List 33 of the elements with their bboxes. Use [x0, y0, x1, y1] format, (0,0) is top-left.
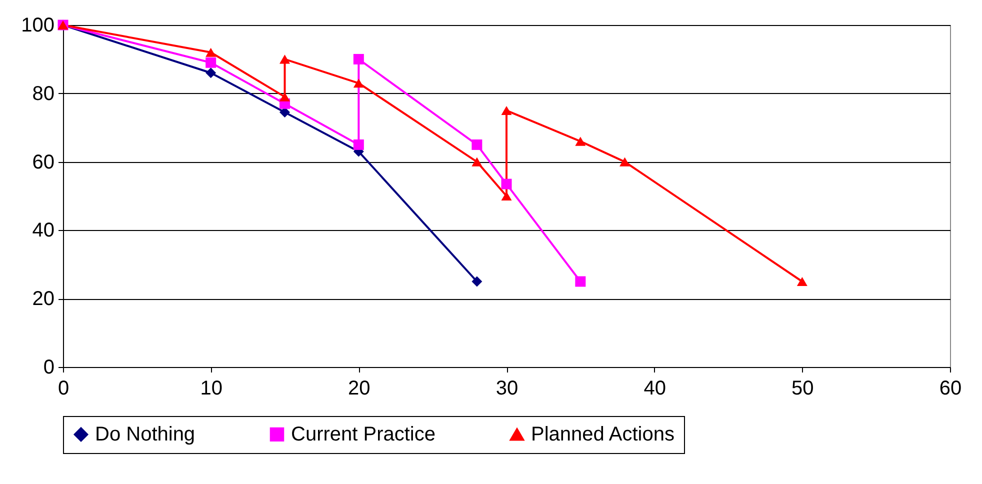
point	[620, 157, 630, 166]
y-tick-label: 60	[32, 151, 54, 174]
point	[472, 276, 482, 287]
point	[280, 92, 290, 102]
legend-label: Planned Actions	[531, 424, 674, 446]
x-tick-label: 10	[200, 378, 222, 400]
point	[206, 68, 216, 78]
point	[575, 136, 586, 146]
point	[353, 78, 364, 88]
point	[353, 54, 364, 64]
x-tick-label: 50	[792, 378, 814, 400]
legend-label: Current Practice	[291, 423, 436, 446]
y-tick-label: 20	[32, 288, 54, 310]
y-tick-label: 40	[32, 220, 54, 242]
x-tick-label: 40	[644, 378, 666, 400]
y-tick-label: 100	[21, 14, 54, 36]
point	[206, 57, 216, 68]
x-tick-label: 20	[348, 378, 370, 400]
point	[280, 54, 290, 64]
x-tick-label: 60	[939, 378, 962, 400]
x-tick-label: 0	[58, 378, 70, 400]
legend-label: Do Nothing	[95, 423, 196, 446]
y-tick-label: 80	[32, 82, 54, 105]
point	[501, 106, 512, 116]
point	[206, 48, 216, 57]
point	[472, 139, 482, 150]
point	[796, 276, 808, 286]
point	[472, 157, 482, 166]
point	[501, 178, 512, 190]
y-tick-label: 0	[43, 356, 54, 378]
x-tick-label: 30	[496, 378, 518, 400]
point	[575, 276, 586, 287]
point	[353, 139, 364, 150]
